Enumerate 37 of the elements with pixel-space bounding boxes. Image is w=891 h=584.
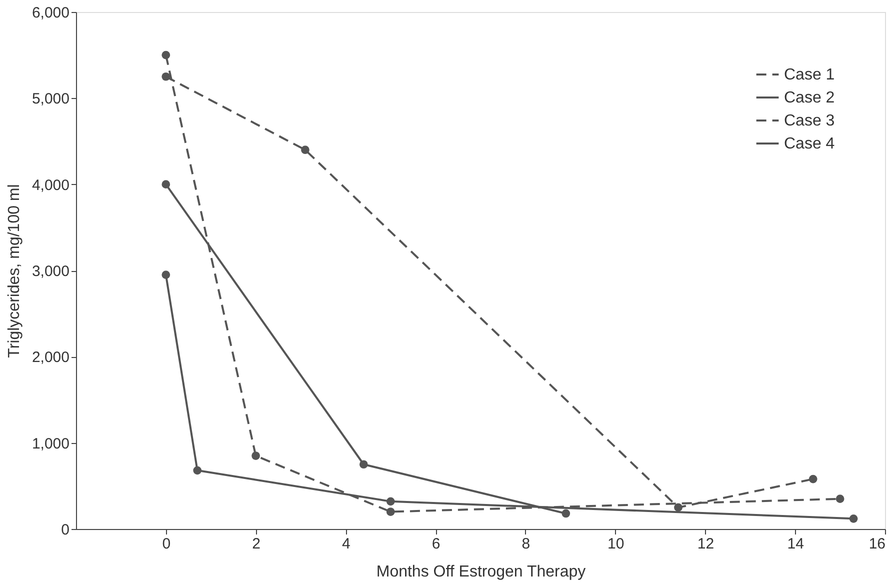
point (301, 146, 310, 154)
x-tick-label: 14 (787, 536, 804, 552)
legend-label: Case 3 (784, 112, 835, 130)
point (359, 460, 368, 469)
point (162, 50, 170, 60)
x-tick-label: 0 (162, 536, 171, 552)
legend-label: Case 2 (784, 90, 835, 106)
point (386, 497, 395, 506)
point (162, 72, 170, 81)
point (162, 180, 170, 189)
y-tick-label: 3,000 (32, 263, 70, 280)
x-tick-label: 2 (252, 536, 260, 552)
x-tick-label: 6 (432, 536, 440, 552)
legend-label: Case 1 (784, 66, 835, 84)
y-tick-label: 5,000 (32, 90, 70, 108)
point (252, 452, 260, 460)
y-axis-title: Triglycerides, mg/100 ml (6, 184, 23, 358)
y-tick-label: 2,000 (32, 349, 70, 366)
point (808, 474, 818, 484)
point (193, 466, 202, 475)
point (849, 514, 858, 523)
legend-label: Case 4 (784, 136, 835, 152)
point (836, 494, 844, 504)
x-tick-label: 8 (522, 536, 530, 552)
x-tick-label: 12 (697, 536, 714, 552)
point (162, 270, 170, 279)
x-tick-label: 16 (868, 536, 886, 552)
x-axis-title: Months Off Estrogen Therapy (376, 564, 586, 580)
x-tick-label: 4 (342, 536, 350, 552)
y-tick-label: 4,000 (32, 176, 70, 194)
point (674, 503, 682, 512)
y-tick-label: 0 (61, 522, 70, 538)
y-tick-label: 6,000 (32, 4, 70, 22)
point (386, 508, 395, 516)
y-tick-label: 1,000 (32, 435, 70, 452)
x-tick-label: 10 (607, 536, 624, 552)
point (562, 509, 570, 518)
